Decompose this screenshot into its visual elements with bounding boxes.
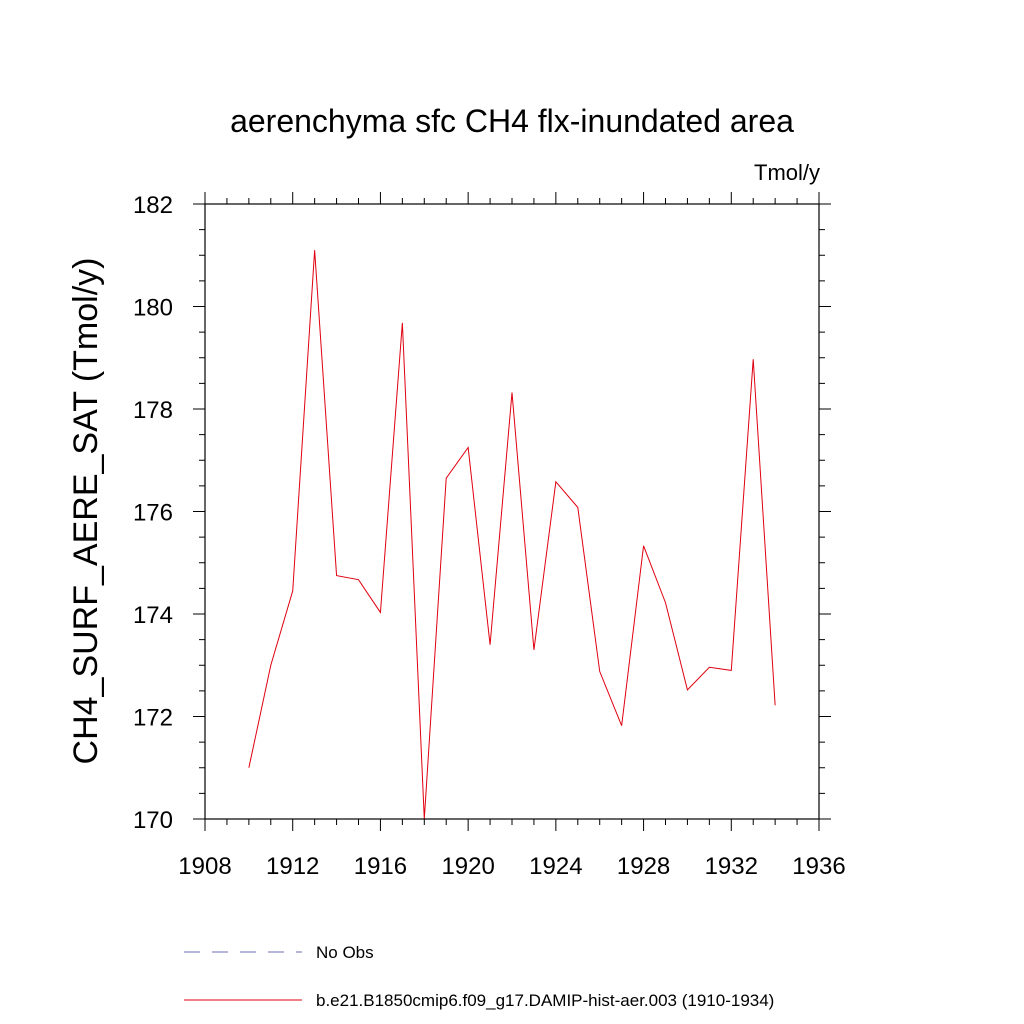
units-label: Tmol/y bbox=[754, 160, 820, 185]
series-layer bbox=[248, 250, 776, 820]
y-tick-label: 172 bbox=[133, 705, 173, 732]
y-tick-label: 182 bbox=[133, 192, 173, 219]
x-tick-label: 1928 bbox=[617, 853, 670, 880]
legend: No Obs b.e21.B1850cmip6.f09_g17.DAMIP-his… bbox=[184, 943, 774, 1010]
axis-tick-labels: 1908 1912 1916 1920 1924 1928 1932 1936 170 172 17… bbox=[133, 192, 846, 880]
y-tick-label: 180 bbox=[133, 295, 173, 322]
x-tick-label: 1916 bbox=[354, 853, 407, 880]
x-tick-label: 1908 bbox=[178, 853, 231, 880]
y-tick-label: 174 bbox=[133, 602, 173, 629]
chart-title: aerenchyma sfc CH4 flx-inundated area bbox=[230, 103, 794, 139]
series-line-1 bbox=[248, 250, 776, 820]
axis-ticks bbox=[193, 192, 831, 831]
y-tick-label: 178 bbox=[133, 397, 173, 424]
x-tick-label: 1936 bbox=[792, 853, 845, 880]
y-tick-label: 170 bbox=[133, 807, 173, 834]
x-tick-label: 1924 bbox=[529, 853, 582, 880]
x-tick-label: 1920 bbox=[441, 853, 494, 880]
legend-label-1: b.e21.B1850cmip6.f09_g17.DAMIP-hist-aer.… bbox=[316, 991, 774, 1010]
plot-frame bbox=[204, 203, 820, 820]
x-tick-label: 1932 bbox=[705, 853, 758, 880]
legend-label-0: No Obs bbox=[316, 943, 374, 962]
x-tick-label: 1912 bbox=[266, 853, 319, 880]
y-tick-label: 176 bbox=[133, 500, 173, 527]
y-axis-label: CH4_SURF_AERE_SAT (Tmol/y) bbox=[67, 258, 105, 765]
